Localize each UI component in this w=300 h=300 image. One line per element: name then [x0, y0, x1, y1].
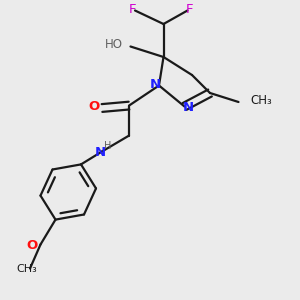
Text: F: F: [186, 3, 194, 16]
Text: H: H: [104, 141, 111, 151]
Text: N: N: [149, 77, 161, 91]
Text: CH₃: CH₃: [250, 94, 272, 107]
Text: F: F: [129, 3, 136, 16]
Text: O: O: [88, 100, 99, 113]
Text: HO: HO: [105, 38, 123, 51]
Text: N: N: [183, 101, 194, 114]
Text: N: N: [95, 146, 106, 159]
Text: O: O: [26, 239, 38, 252]
Text: CH₃: CH₃: [16, 264, 37, 274]
